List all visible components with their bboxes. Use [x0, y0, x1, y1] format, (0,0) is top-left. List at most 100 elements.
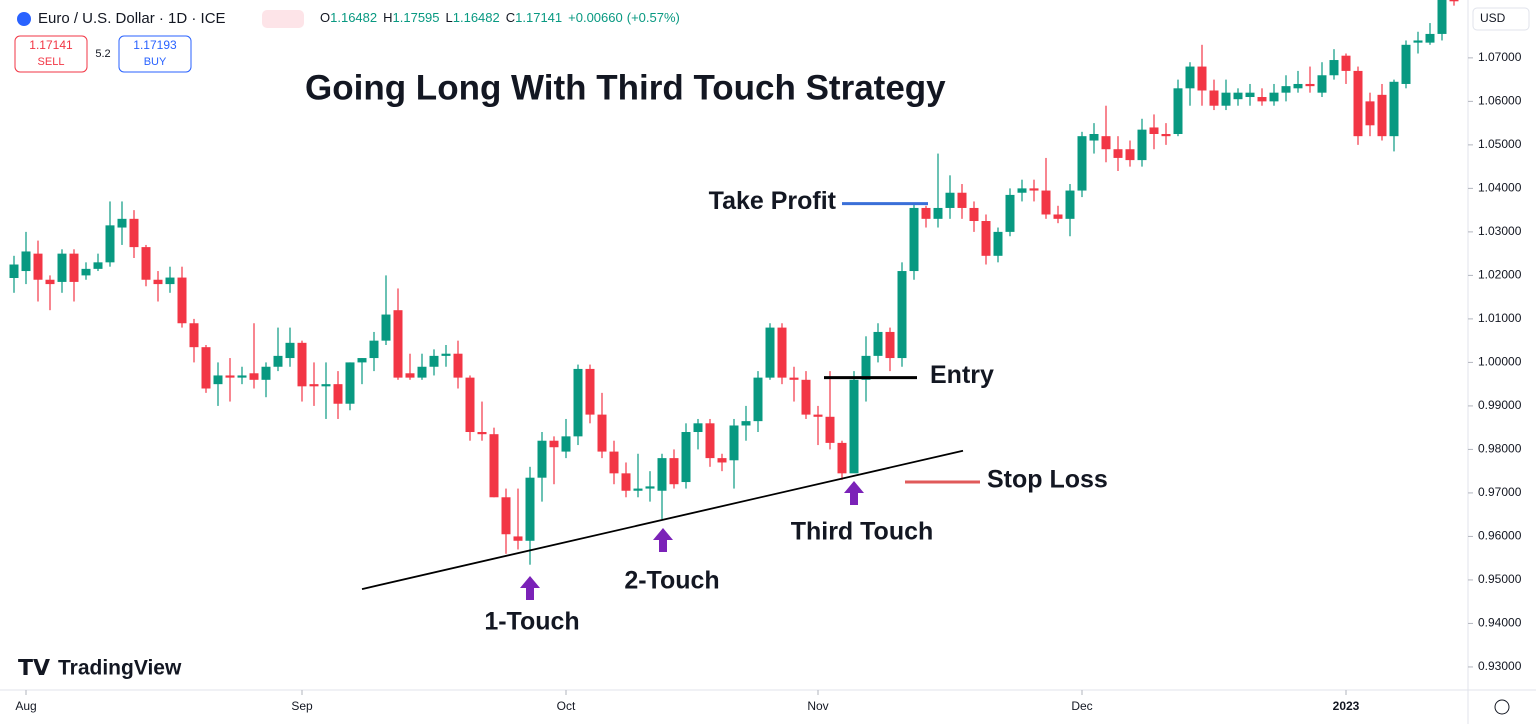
ohlc-value: 1.17141: [515, 10, 562, 25]
candle-body: [1149, 127, 1159, 134]
candle-body: [1113, 149, 1123, 158]
candle-body: [129, 218, 139, 248]
symbol-icon: [17, 12, 31, 26]
touch-arrow: [653, 528, 673, 552]
candle-body: [477, 432, 487, 435]
candle-body: [237, 375, 247, 378]
candle-body: [297, 342, 307, 387]
candle-body: [441, 353, 451, 356]
ohlc-value: 1.16482: [330, 10, 377, 25]
candle-body: [117, 218, 127, 228]
candle-body: [1401, 44, 1411, 84]
y-tick-label: 0.95000: [1478, 572, 1522, 586]
candle-body: [1353, 70, 1363, 137]
y-tick-label: 0.99000: [1478, 398, 1522, 412]
candle-body: [921, 207, 931, 219]
candle-body: [213, 375, 223, 385]
candle-body: [1077, 136, 1087, 191]
trendline: [361, 449, 964, 590]
candle-body: [1449, 0, 1459, 2]
x-tick-label: Dec: [1071, 699, 1092, 713]
candle-body: [873, 331, 883, 356]
candle-body: [273, 355, 283, 367]
y-tick-label: 1.01000: [1478, 311, 1522, 325]
candle-body: [201, 347, 211, 389]
candle-body: [1329, 60, 1339, 76]
candle-body: [261, 366, 271, 380]
currency: USD: [1480, 11, 1506, 25]
brand-logo: 𝗧𝗩: [18, 655, 50, 680]
candle-body: [81, 268, 91, 276]
y-tick-label: 1.00000: [1478, 355, 1522, 369]
candle-body: [657, 458, 667, 491]
candle-body: [669, 458, 679, 485]
y-tick-label: 0.96000: [1478, 529, 1522, 543]
candle-body: [729, 425, 739, 461]
currency-button[interactable]: [1472, 7, 1530, 31]
candle-body: [705, 423, 715, 459]
candle-body: [1161, 133, 1171, 137]
level-label: Entry: [930, 361, 994, 389]
settings-icon[interactable]: [1494, 699, 1510, 715]
sell-price: 1.17141: [29, 38, 73, 52]
candle-body: [33, 253, 43, 280]
candle-body: [1017, 188, 1027, 193]
candle-body: [693, 423, 703, 433]
candle-body: [1281, 86, 1291, 93]
candle-body: [813, 414, 823, 417]
candle-body: [1209, 90, 1219, 106]
symbol: Euro / U.S. Dollar · 1D · ICE: [38, 10, 226, 27]
candle-body: [1101, 136, 1111, 150]
candle-body: [105, 225, 115, 263]
chart-title: Going Long With Third Touch Strategy: [305, 68, 946, 107]
candle-body: [897, 271, 907, 359]
candle-body: [309, 384, 319, 387]
candle-body: [1005, 194, 1015, 232]
candle-body: [1413, 40, 1423, 43]
y-tick-label: 1.04000: [1478, 181, 1522, 195]
level-label: Stop Loss: [987, 466, 1108, 494]
candle-body: [165, 277, 175, 285]
candle-body: [501, 497, 511, 535]
candle-body: [513, 536, 523, 541]
candle-body: [1221, 92, 1231, 106]
candle-body: [177, 277, 187, 324]
ohlc-key: L: [446, 10, 453, 25]
candle-body: [453, 353, 463, 378]
indicator-badge[interactable]: [262, 10, 304, 28]
candle-body: [981, 221, 991, 256]
x-tick-label: Sep: [291, 699, 313, 713]
candle-body: [933, 207, 943, 219]
candle-body: [765, 327, 775, 378]
candle-body: [957, 192, 967, 208]
ohlc-key: O: [320, 10, 330, 25]
candles: [9, 0, 1459, 565]
candle-body: [597, 414, 607, 452]
candle-body: [285, 342, 295, 359]
x-tick-label: 2023: [1333, 699, 1360, 713]
buy-button[interactable]: [118, 35, 192, 73]
ohlc-value: 1.17595: [393, 10, 440, 25]
spread: 5.2: [95, 48, 110, 60]
candle-body: [1269, 92, 1279, 102]
candle-body: [1341, 55, 1351, 71]
touch-label: 1-Touch: [484, 608, 579, 636]
level-label: Take Profit: [709, 187, 837, 215]
sell-button[interactable]: [14, 35, 88, 73]
candle-body: [1053, 214, 1063, 219]
touch-label: Third Touch: [791, 518, 934, 546]
candle-body: [489, 434, 499, 498]
candle-body: [1197, 66, 1207, 91]
candle-body: [345, 362, 355, 404]
ohlc-value: 1.16482: [453, 10, 500, 25]
candle-body: [1365, 101, 1375, 126]
candle-body: [789, 377, 799, 380]
brand: TradingView: [58, 657, 182, 680]
candle-body: [1089, 133, 1099, 141]
x-tick-label: Aug: [15, 699, 36, 713]
candle-body: [621, 473, 631, 491]
y-tick-label: 0.93000: [1478, 659, 1522, 673]
candle-body: [633, 488, 643, 491]
candle-body: [1041, 190, 1051, 215]
